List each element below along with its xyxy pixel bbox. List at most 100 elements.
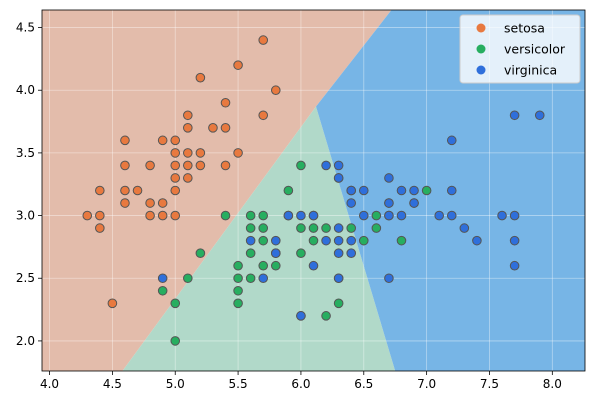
x-tick-label: 8.0 — [543, 377, 562, 391]
point-virginica — [346, 235, 357, 246]
point-setosa — [183, 110, 193, 121]
point-virginica — [384, 273, 394, 284]
point-virginica — [497, 210, 507, 221]
point-virginica — [308, 210, 319, 221]
point-versicolor — [258, 260, 269, 271]
point-setosa — [157, 198, 168, 208]
point-versicolor — [245, 210, 256, 221]
x-tick-label: 5.0 — [166, 377, 185, 391]
y-tick-label: 4.5 — [16, 21, 35, 35]
point-versicolor — [270, 260, 281, 271]
point-virginica — [472, 235, 482, 246]
point-setosa — [170, 160, 181, 171]
point-versicolor — [258, 223, 269, 233]
legend-marker-versicolor — [476, 44, 486, 54]
point-setosa — [195, 148, 206, 158]
point-setosa — [183, 123, 193, 133]
legend-label-virginica: virginica — [504, 63, 557, 78]
region-setosa — [42, 10, 392, 371]
point-versicolor — [233, 285, 243, 296]
decision-regions — [42, 10, 585, 372]
point-virginica — [346, 248, 357, 258]
x-tick-label: 6.0 — [291, 377, 310, 391]
point-versicolor — [358, 235, 369, 246]
point-virginica — [321, 235, 331, 246]
point-virginica — [446, 135, 457, 146]
point-setosa — [233, 60, 243, 70]
legend-box — [459, 14, 581, 84]
point-virginica — [446, 210, 457, 221]
point-versicolor — [308, 235, 319, 246]
point-setosa — [120, 198, 130, 208]
point-versicolor — [245, 248, 256, 258]
point-virginica — [446, 185, 457, 196]
legend-label-versicolor: versicolor — [504, 42, 566, 57]
point-setosa — [220, 160, 231, 171]
point-setosa — [170, 185, 181, 196]
legend-marker-setosa — [476, 23, 486, 33]
point-setosa — [145, 160, 155, 171]
x-tick-label: 4.0 — [40, 377, 59, 391]
point-setosa — [145, 210, 155, 221]
point-versicolor — [258, 235, 269, 246]
point-setosa — [157, 135, 168, 146]
point-setosa — [82, 210, 93, 221]
legend-label-setosa: setosa — [504, 21, 545, 36]
point-setosa — [258, 110, 269, 121]
point-virginica — [384, 173, 394, 183]
point-versicolor — [157, 285, 168, 296]
point-setosa — [170, 210, 181, 221]
point-virginica — [333, 160, 344, 171]
point-versicolor — [220, 210, 231, 221]
point-setosa — [157, 210, 168, 221]
data-points — [82, 35, 545, 346]
point-versicolor — [233, 273, 243, 284]
point-versicolor — [245, 223, 256, 233]
point-virginica — [333, 173, 344, 183]
x-tick-label: 4.5 — [103, 377, 122, 391]
point-virginica — [321, 160, 331, 171]
y-tick-label: 3.5 — [16, 146, 35, 160]
point-versicolor — [371, 210, 382, 221]
point-virginica — [509, 110, 520, 121]
legend: setosa versicolor virginica — [459, 14, 581, 84]
point-virginica — [333, 248, 344, 258]
point-virginica — [245, 235, 256, 246]
point-virginica — [346, 185, 357, 196]
point-versicolor — [233, 298, 243, 309]
point-setosa — [195, 160, 206, 171]
plot-frame — [41, 9, 586, 372]
point-setosa — [120, 135, 130, 146]
point-setosa — [95, 210, 105, 221]
point-versicolor — [321, 223, 331, 233]
x-tick-label: 5.5 — [229, 377, 248, 391]
x-axis: 4.0 4.5 5.0 5.5 6.0 6.5 7.0 7.5 8.0 — [40, 371, 562, 391]
point-setosa — [233, 148, 243, 158]
point-setosa — [208, 123, 218, 133]
point-virginica — [509, 260, 520, 271]
point-setosa — [220, 97, 231, 108]
point-setosa — [270, 85, 281, 96]
point-versicolor — [333, 298, 344, 309]
y-tick-label: 4.0 — [16, 83, 35, 97]
point-virginica — [333, 235, 344, 246]
point-virginica — [283, 210, 294, 221]
point-virginica — [434, 210, 444, 221]
point-versicolor — [245, 273, 256, 284]
point-versicolor — [421, 185, 432, 196]
point-versicolor — [346, 223, 357, 233]
point-setosa — [107, 298, 118, 309]
y-tick-label: 2.5 — [16, 271, 35, 285]
point-virginica — [396, 210, 407, 221]
point-setosa — [220, 123, 231, 133]
point-virginica — [384, 198, 394, 208]
point-virginica — [308, 260, 319, 271]
point-versicolor — [296, 223, 306, 233]
point-versicolor — [258, 210, 269, 221]
point-setosa — [95, 185, 105, 196]
point-setosa — [183, 148, 193, 158]
point-versicolor — [195, 248, 206, 258]
x-tick-label: 7.0 — [417, 377, 436, 391]
point-setosa — [183, 173, 193, 183]
